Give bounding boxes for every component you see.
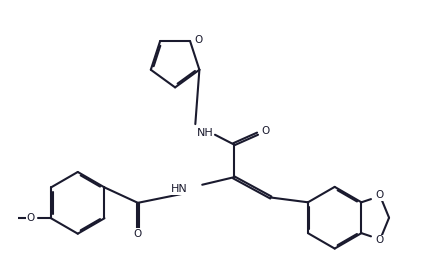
- Text: O: O: [375, 190, 384, 200]
- Text: O: O: [375, 235, 384, 245]
- Text: NH: NH: [197, 128, 214, 138]
- Text: O: O: [134, 229, 142, 239]
- Text: O: O: [194, 35, 203, 44]
- Text: O: O: [262, 126, 270, 136]
- Text: O: O: [26, 213, 34, 223]
- Text: HN: HN: [171, 184, 187, 194]
